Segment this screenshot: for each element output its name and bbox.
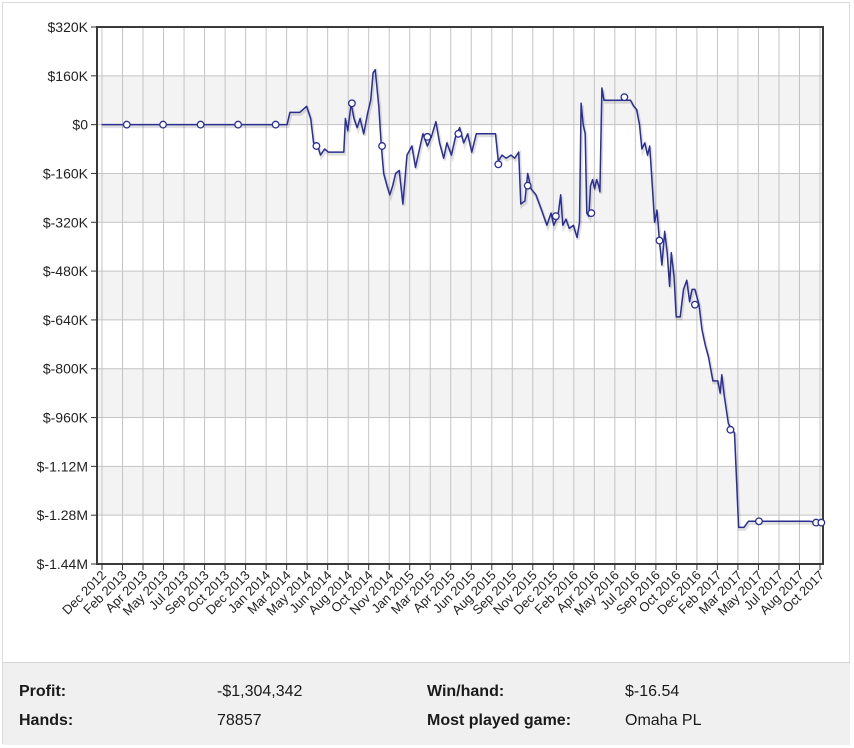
- data-point-marker: [271, 120, 280, 129]
- data-point-marker: [234, 120, 243, 129]
- data-point-marker: [494, 160, 503, 169]
- plot-background: [97, 27, 823, 564]
- data-point-marker: [312, 142, 321, 150]
- data-point-marker: [423, 132, 432, 141]
- hands-value: 78857: [217, 712, 262, 729]
- grid-band: [97, 368, 823, 418]
- data-point-marker: [690, 300, 699, 309]
- data-point-marker: [454, 129, 463, 138]
- profit-line-chart: $320K $160K $0 $-160K $-320K $-480K $-640K $-80…: [37, 19, 827, 618]
- data-point-marker: [347, 99, 356, 108]
- data-point-marker: [551, 212, 560, 221]
- data-point-marker: [655, 236, 664, 245]
- y-tick-label: $-1.44M: [37, 556, 88, 572]
- y-tick-label: $-1.28M: [37, 507, 88, 523]
- grid-band: [97, 271, 823, 320]
- hands-label: Hands:: [19, 712, 74, 729]
- y-tick-label: $-800K: [43, 361, 89, 377]
- y-tick-label: $160K: [48, 68, 89, 84]
- plot-border: [96, 26, 824, 565]
- y-tick-label: $320K: [48, 19, 89, 35]
- data-point-marker: [587, 209, 596, 218]
- most-played-game-label: Most played game:: [427, 712, 572, 729]
- grid-lines: [96, 26, 824, 565]
- profit-label: Profit:: [19, 683, 67, 700]
- y-tick-label: $-480K: [43, 263, 89, 279]
- y-tick-label: $-320K: [43, 214, 89, 230]
- grid-band: [97, 173, 823, 223]
- data-point-marker: [122, 120, 131, 129]
- y-tick-label: $-640K: [43, 312, 89, 328]
- y-tick-label: $-160K: [43, 165, 89, 181]
- y-tick-label: $-1.12M: [37, 458, 88, 474]
- profit-value: -$1,304,342: [217, 683, 303, 700]
- data-point-marker: [755, 517, 763, 526]
- data-point-marker: [523, 181, 532, 190]
- win-per-hand-value: $-16.54: [625, 683, 680, 700]
- data-point-marker: [159, 120, 168, 129]
- data-point-marker: [378, 142, 387, 150]
- y-axis: $320K $160K $0 $-160K $-320K $-480K $-640K $-80…: [37, 19, 97, 572]
- grid-band: [97, 75, 823, 125]
- profit-series-line: [101, 68, 822, 529]
- data-point-marker: [620, 93, 629, 102]
- grid-band: [97, 466, 823, 516]
- most-played-game-value: Omaha PL: [625, 712, 702, 729]
- series-group: [101, 67, 826, 531]
- data-point-marker: [817, 518, 826, 527]
- data-point-marker: [196, 120, 205, 129]
- win-per-hand-label: Win/hand:: [427, 683, 505, 700]
- data-point-marker: [726, 425, 735, 434]
- stats-panel: Profit: -$1,304,342 Win/hand: $-16.54 Ha…: [3, 662, 850, 745]
- y-tick-label: $0: [72, 117, 88, 133]
- y-tick-label: $-960K: [43, 410, 89, 426]
